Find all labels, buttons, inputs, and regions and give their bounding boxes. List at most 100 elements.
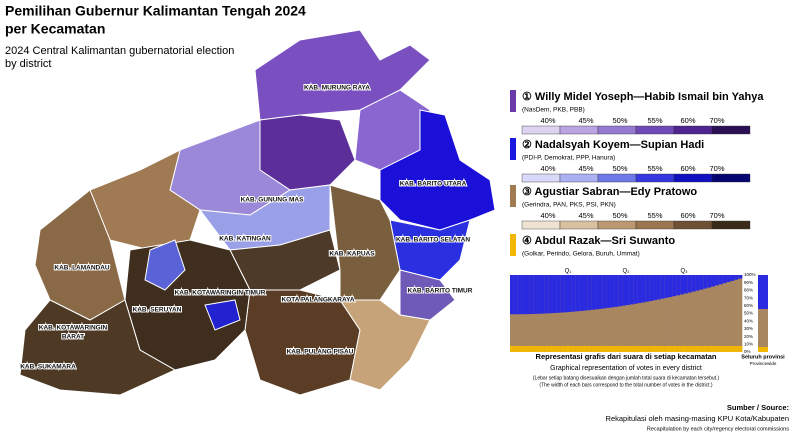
inset-band: [602, 346, 607, 352]
inset-band: [734, 275, 739, 352]
inset-band: [722, 275, 727, 352]
inset-band: [579, 275, 584, 311]
inset-y-label: 30%: [744, 326, 753, 331]
inset-band: [517, 275, 522, 315]
inset-band: [660, 275, 665, 352]
inset-band: [730, 275, 735, 281]
inset-band: [738, 275, 743, 279]
inset-band: [687, 275, 693, 352]
inset-band: [568, 275, 573, 312]
inset-band: [707, 275, 712, 288]
provincewide-bar: [758, 347, 768, 352]
inset-band: [637, 346, 642, 352]
inset-band: [707, 346, 712, 352]
inset-band: [610, 346, 615, 352]
inset-band: [722, 275, 727, 284]
inset-band: [556, 275, 561, 313]
inset-band: [730, 346, 735, 352]
inset-band: [656, 275, 662, 352]
regency-label: KAB. BARITO SELATAN: [396, 237, 470, 244]
inset-band: [568, 346, 573, 352]
inset-band: [687, 346, 693, 352]
inset-band: [626, 275, 631, 306]
scale-label: 45%: [578, 164, 593, 173]
inset-band: [691, 346, 696, 352]
inset-band: [560, 346, 565, 352]
inset-band: [645, 275, 650, 302]
candidate-name: ③ Agustiar Sabran—Edy Pratowo: [522, 186, 697, 198]
inset-band: [738, 275, 743, 352]
inset-band: [718, 275, 723, 352]
inset-band: [525, 275, 530, 315]
inset-band: [552, 346, 557, 352]
inset-band: [734, 346, 739, 352]
title: per Kecamatan: [5, 21, 105, 37]
regency-label: KAB. KATINGAN: [219, 236, 271, 243]
inset-band: [540, 346, 546, 352]
inset-band: [629, 275, 635, 352]
inset-band: [672, 346, 677, 352]
scale-step: [635, 220, 675, 230]
inset-band: [529, 346, 534, 352]
regency-label: KAB. PULANG PISAU: [287, 349, 354, 356]
inset-y-label: 80%: [744, 288, 753, 293]
inset-band: [629, 346, 635, 352]
inset-band: [587, 346, 592, 352]
source-heading: Sumber / Source:: [727, 403, 789, 412]
inset-band: [571, 275, 577, 352]
inset-band: [610, 275, 615, 308]
inset-band: [560, 275, 565, 313]
inset-band: [726, 346, 731, 352]
candidate-parties: (Gerindra, PAN, PKS, PSI, PKN): [522, 202, 616, 209]
inset-band: [653, 275, 658, 352]
swatch: [510, 234, 516, 256]
scale-label: 60%: [680, 211, 695, 220]
inset-band: [564, 346, 569, 352]
swatch: [510, 138, 516, 160]
inset-band: [606, 275, 611, 352]
inset-band: [579, 275, 584, 352]
inset-band: [622, 275, 627, 306]
inset-band: [629, 275, 635, 305]
inset-band: [598, 275, 604, 352]
inset-band: [568, 275, 573, 352]
inset-band: [537, 275, 542, 314]
candidate-name: ④ Abdul Razak—Sri Suwanto: [522, 235, 675, 247]
inset-y-label: 60%: [744, 303, 753, 308]
inset-band: [738, 346, 743, 352]
inset-band: [656, 275, 662, 300]
scale-step: [521, 173, 561, 183]
inset-band: [544, 275, 549, 352]
inset-band: [533, 346, 538, 352]
inset-band: [618, 275, 623, 352]
inset-band: [699, 275, 704, 352]
inset-band: [579, 346, 584, 352]
candidate-parties: (PDI-P, Demokrat, PPP, Hanura): [522, 155, 615, 162]
inset-band: [664, 275, 669, 352]
quartile-label: Q₃: [680, 269, 688, 275]
inset-band: [587, 275, 592, 352]
regency-label: KAB. GUNUNG MAS: [241, 197, 304, 204]
inset-band: [544, 275, 549, 314]
inset-band: [622, 346, 627, 352]
inset-band: [591, 275, 596, 310]
source-line: Recapitulation by each city/regency elec…: [647, 426, 789, 432]
scale-label: 50%: [612, 164, 627, 173]
inset-band: [676, 275, 681, 352]
scale-step: [673, 220, 713, 230]
inset-band: [703, 275, 708, 352]
candidate-parties: (NasDem, PKB, PBB): [522, 107, 585, 114]
inset-band: [711, 275, 716, 287]
regency-label: KAB. KOTAWARINGIN: [39, 325, 108, 332]
scale-label: 40%: [540, 116, 555, 125]
inset-band: [525, 346, 530, 352]
inset-band: [653, 346, 658, 352]
scale-label: 70%: [709, 211, 724, 220]
scale-step: [597, 125, 637, 135]
inset-band: [734, 275, 739, 280]
inset-band: [521, 275, 526, 315]
scale-label: 40%: [540, 164, 555, 173]
quartile-label: Q₂: [623, 269, 631, 275]
inset-band: [618, 346, 623, 352]
scale-step: [559, 125, 599, 135]
